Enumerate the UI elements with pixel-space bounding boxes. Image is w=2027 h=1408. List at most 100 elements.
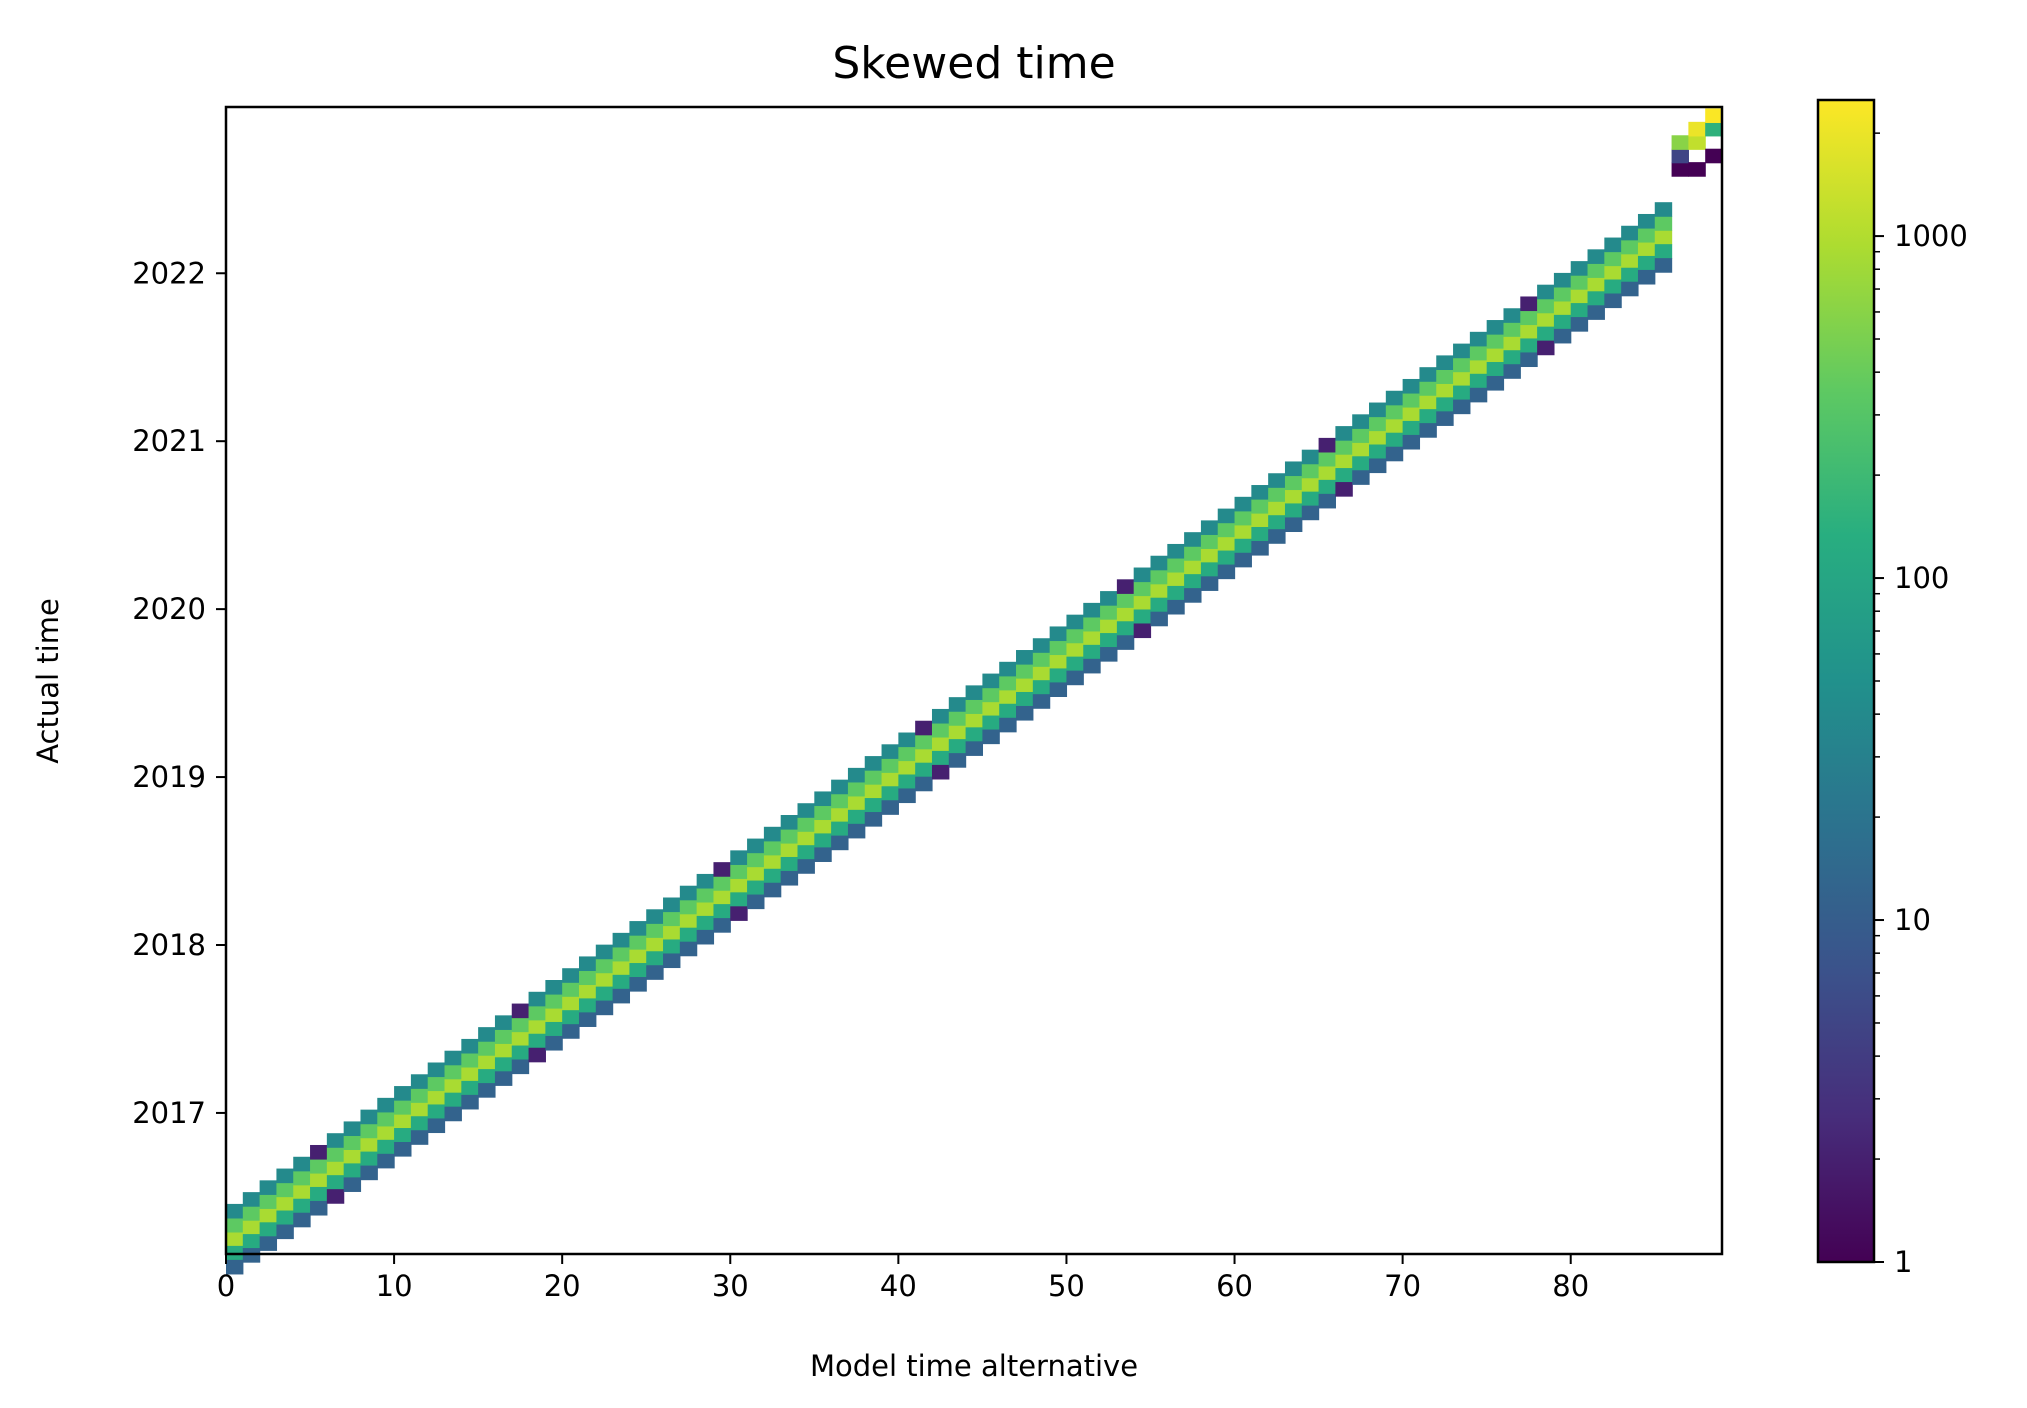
heatmap-cell: [663, 953, 681, 969]
heatmap-cell: [1318, 479, 1336, 495]
heatmap-cell: [931, 764, 950, 780]
heatmap-cell: [1537, 340, 1555, 356]
heatmap-cell: [377, 1153, 395, 1169]
heatmap-cell: [864, 798, 883, 813]
heatmap-cell: [1553, 314, 1572, 330]
heatmap-cell: [1167, 585, 1185, 601]
heatmap-cell: [1066, 670, 1084, 686]
heatmap-cell: [1032, 638, 1051, 653]
heatmap-cell: [242, 1248, 261, 1263]
heatmap-cell: [1184, 560, 1202, 575]
heatmap-cell: [545, 979, 563, 995]
heatmap-cell: [948, 725, 967, 740]
heatmap-cell: [999, 675, 1017, 691]
heatmap-cell: [612, 960, 631, 976]
heatmap-cell: [1100, 647, 1118, 662]
heatmap-cell: [1587, 249, 1605, 264]
heatmap-cell: [814, 847, 832, 862]
heatmap-cell: [831, 779, 849, 795]
heatmap-cell: [881, 772, 899, 787]
heatmap-cell: [1553, 328, 1572, 344]
heatmap-cell: [629, 963, 647, 978]
heatmap-cell: [948, 711, 967, 726]
heatmap-cell: [982, 687, 1000, 703]
heatmap-cell: [763, 882, 782, 898]
heatmap-cell: [1167, 543, 1185, 559]
heatmap-cell: [1251, 499, 1269, 514]
heatmap-cell: [814, 805, 832, 821]
x-axis-label: Model time alternative: [810, 1349, 1138, 1383]
heatmap-cell: [293, 1156, 311, 1172]
heatmap-cell: [562, 1010, 580, 1025]
heatmap-cell: [1570, 303, 1589, 318]
heatmap-cell: [1537, 312, 1555, 328]
heatmap-cell: [1184, 532, 1202, 547]
heatmap-cell: [226, 1259, 244, 1275]
heatmap-cell: [1537, 298, 1555, 314]
heatmap-cell: [780, 828, 799, 844]
heatmap-cell: [965, 727, 984, 742]
heatmap-cell: [1150, 611, 1168, 627]
heatmap-cell: [1604, 237, 1622, 253]
heatmap-cell: [1369, 430, 1387, 446]
heatmap-cell: [1419, 423, 1437, 438]
heatmap-cell: [864, 784, 883, 799]
heatmap-cell: [494, 1043, 513, 1058]
heatmap-cell: [310, 1186, 328, 1202]
heatmap-cell: [562, 1024, 580, 1039]
heatmap-cell: [461, 1038, 479, 1054]
heatmap-cell: [1167, 557, 1185, 573]
heatmap-cell: [595, 944, 614, 960]
y-tick-label: 2017: [132, 1096, 206, 1130]
heatmap-cell: [881, 800, 899, 815]
heatmap-cell: [1688, 121, 1706, 137]
heatmap-cell: [1553, 272, 1572, 288]
heatmap-cell: [1032, 666, 1051, 681]
heatmap-cell: [1167, 571, 1185, 587]
heatmap-cell: [646, 937, 664, 952]
heatmap-cell: [595, 986, 614, 1002]
heatmap-cell: [1049, 682, 1068, 697]
y-tick-label: 2022: [132, 256, 206, 290]
heatmap-cell: [1066, 642, 1084, 658]
heatmap-cell: [1621, 267, 1639, 283]
heatmap-cell: [629, 949, 647, 964]
heatmap-cell: [1537, 284, 1555, 300]
heatmap-cell: [1436, 411, 1454, 426]
heatmap-cell: [1469, 331, 1488, 347]
heatmap-cell: [1537, 326, 1555, 342]
heatmap-cell: [478, 1041, 496, 1056]
heatmap-cell: [226, 1231, 244, 1247]
heatmap-cell: [1352, 456, 1370, 471]
heatmap-cell: [326, 1161, 345, 1176]
heatmap-cell: [1268, 487, 1286, 502]
heatmap-cell: [730, 878, 748, 893]
heatmap-cell: [696, 915, 715, 931]
heatmap-cell: [1553, 286, 1572, 302]
heatmap-cell: [1032, 652, 1051, 667]
heatmap-cell: [1251, 513, 1269, 528]
heatmap-cell: [999, 661, 1017, 677]
heatmap-cell: [259, 1194, 278, 1209]
heatmap-cell: [242, 1192, 261, 1207]
heatmap-cell: [1402, 378, 1421, 394]
heatmap-cell: [814, 791, 832, 807]
heatmap-cell: [1184, 574, 1202, 589]
y-axis-label: Actual time: [31, 598, 65, 764]
heatmap-cell: [982, 673, 1000, 689]
heatmap-cell: [1621, 225, 1639, 241]
heatmap-cell: [1200, 562, 1219, 577]
heatmap-cell: [864, 770, 883, 785]
heatmap-cell: [1268, 515, 1286, 530]
heatmap-cell: [646, 965, 664, 980]
heatmap-cell: [1486, 362, 1505, 377]
heatmap-cell: [1486, 348, 1505, 363]
heatmap-cell: [881, 758, 899, 773]
heatmap-cell: [1284, 503, 1303, 519]
heatmap-cell: [1352, 428, 1370, 443]
heatmap-cell: [1570, 317, 1589, 332]
heatmap-cell: [259, 1222, 278, 1237]
heatmap-cell: [1385, 390, 1404, 406]
heatmap-cell: [511, 1017, 530, 1033]
